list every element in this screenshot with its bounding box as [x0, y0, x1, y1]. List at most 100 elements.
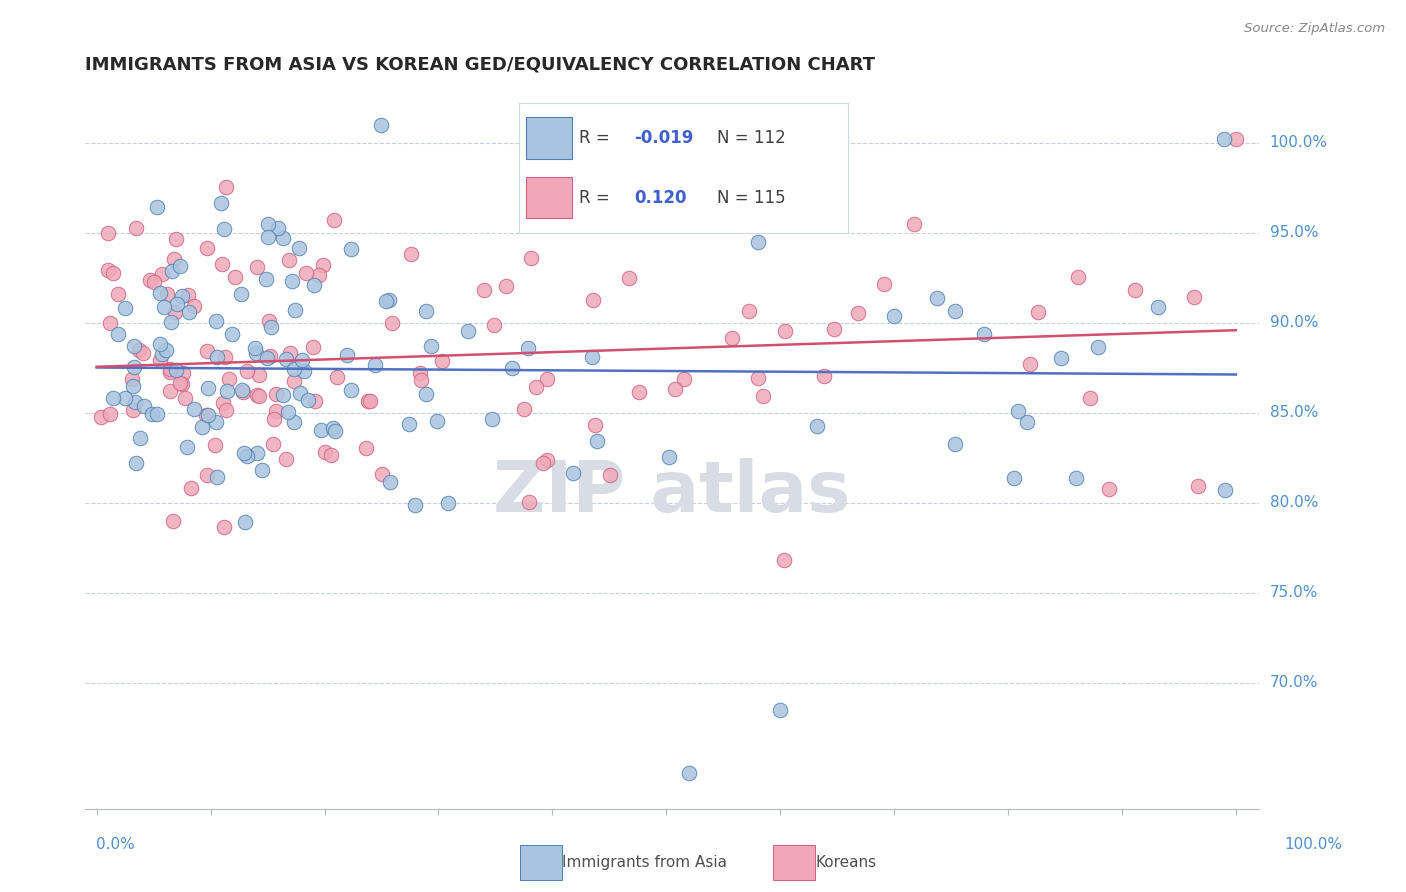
Point — [169, 376, 191, 390]
Point — [813, 369, 835, 384]
Point — [340, 242, 363, 256]
Point — [627, 384, 650, 399]
Point — [288, 386, 311, 401]
Point — [1182, 290, 1205, 304]
Point — [311, 423, 333, 437]
Point — [132, 399, 155, 413]
Point — [1078, 391, 1101, 405]
Point — [943, 437, 966, 451]
Text: Koreans: Koreans — [815, 855, 876, 870]
Point — [375, 293, 398, 308]
Point — [408, 367, 430, 381]
Point — [98, 317, 121, 331]
Point — [215, 384, 238, 399]
Point — [246, 446, 269, 460]
Point — [432, 354, 454, 368]
Point — [267, 220, 290, 235]
Point — [772, 553, 794, 567]
Point — [246, 388, 269, 402]
Point — [278, 346, 301, 360]
Text: 100.0%: 100.0% — [1270, 135, 1327, 150]
Point — [380, 475, 402, 489]
Point — [197, 381, 219, 395]
Point — [501, 360, 523, 375]
Point — [247, 368, 270, 382]
Point — [163, 252, 186, 267]
Point — [1087, 340, 1109, 354]
Point — [481, 412, 503, 426]
Point — [152, 300, 174, 314]
Point — [262, 436, 284, 450]
Point — [98, 407, 121, 421]
Point — [308, 268, 330, 282]
Point — [183, 299, 205, 313]
Point — [215, 179, 238, 194]
Point — [165, 232, 187, 246]
Point — [304, 393, 326, 408]
Point — [145, 200, 167, 214]
Point — [170, 377, 193, 392]
Point — [205, 314, 228, 328]
Point — [370, 118, 392, 132]
Point — [173, 391, 195, 405]
Point — [517, 495, 540, 509]
Point — [1213, 132, 1236, 146]
Point — [170, 289, 193, 303]
Point — [163, 305, 186, 319]
Point — [197, 409, 219, 423]
Point — [176, 440, 198, 454]
Point — [1066, 269, 1088, 284]
Point — [194, 409, 217, 423]
Point — [256, 218, 278, 232]
Point — [1007, 404, 1029, 418]
Point — [925, 291, 948, 305]
Point — [221, 327, 243, 342]
Point — [472, 283, 495, 297]
Point — [1123, 283, 1146, 297]
Point — [404, 498, 426, 512]
Point — [245, 341, 267, 355]
Point — [214, 221, 236, 235]
Text: 85.0%: 85.0% — [1270, 405, 1317, 420]
Point — [176, 287, 198, 301]
Point — [97, 263, 120, 277]
Point — [319, 449, 342, 463]
Point — [160, 264, 183, 278]
Point — [1002, 471, 1025, 485]
Point — [128, 431, 150, 445]
Point — [457, 324, 479, 338]
Point — [426, 414, 449, 428]
Point — [166, 297, 188, 311]
Point — [398, 417, 420, 432]
Point — [235, 449, 257, 463]
Point — [1050, 351, 1073, 365]
Point — [107, 286, 129, 301]
Point — [586, 434, 609, 449]
Point — [125, 456, 148, 470]
Point — [256, 351, 278, 366]
Point — [139, 273, 162, 287]
Point — [581, 350, 603, 364]
Point — [264, 387, 287, 401]
Point — [359, 394, 381, 409]
Point — [582, 293, 605, 308]
Point — [273, 387, 295, 401]
Point — [159, 384, 181, 399]
Point — [664, 382, 686, 396]
Point — [274, 451, 297, 466]
Point — [179, 305, 201, 319]
Point — [103, 391, 125, 405]
Point — [1213, 483, 1236, 497]
Point — [297, 392, 319, 407]
Point — [162, 514, 184, 528]
Point — [245, 260, 267, 274]
Point — [191, 420, 214, 434]
Point — [259, 314, 281, 328]
Point — [149, 337, 172, 351]
Point — [89, 410, 111, 425]
Point — [524, 380, 547, 394]
Point — [211, 257, 233, 271]
Point — [292, 364, 315, 378]
Point — [846, 305, 869, 319]
Point — [314, 445, 336, 459]
